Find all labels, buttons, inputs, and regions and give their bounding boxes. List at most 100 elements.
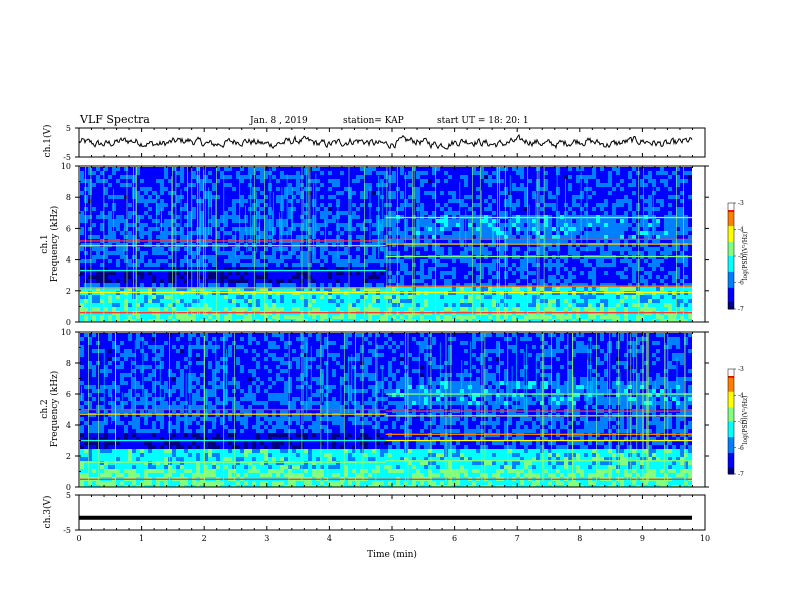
- spectrogram-cell: [436, 287, 440, 291]
- spectrogram-cell: [524, 211, 528, 215]
- spectrogram-cell: [424, 195, 428, 199]
- spectrogram-cell: [280, 303, 284, 307]
- spectrogram-cell: [224, 279, 228, 283]
- spectrogram-cell: [336, 191, 340, 195]
- spectrogram-cell: [264, 231, 268, 235]
- spectrogram-cell: [168, 219, 172, 223]
- spectrogram-cell: [400, 195, 404, 199]
- spectrogram-cell: [568, 267, 572, 271]
- spectrogram-cell: [496, 227, 500, 231]
- spectrogram-cell: [172, 183, 176, 187]
- spectrogram-cell: [100, 255, 104, 259]
- spectrogram-cell: [320, 299, 324, 303]
- spectrogram-cell: [432, 259, 436, 263]
- spectrogram-cell: [196, 295, 200, 299]
- spectrogram-cell: [84, 199, 88, 203]
- spectrogram-cell: [160, 183, 164, 187]
- spectrogram-cell: [436, 227, 440, 231]
- spectrogram-cell: [520, 211, 524, 215]
- spectrogram-cell: [436, 307, 440, 311]
- spectrogram-cell: [568, 251, 572, 255]
- spectrogram-cell: [336, 279, 340, 283]
- spectrogram-cell: [368, 307, 372, 311]
- spectrogram-cell: [132, 219, 136, 223]
- spectrogram-cell: [340, 191, 344, 195]
- spectrogram-cell: [516, 175, 520, 179]
- spectrogram-cell: [496, 287, 500, 291]
- spectrogram-cell: [216, 319, 220, 322]
- spectrogram-cell: [136, 199, 140, 203]
- spectrogram-cell: [124, 175, 128, 179]
- spectrogram-cell: [540, 307, 544, 311]
- spectrogram-cell: [284, 183, 288, 187]
- spectrogram-cell: [276, 315, 280, 319]
- spectrogram-cell: [108, 287, 112, 291]
- spectrogram-cell: [504, 299, 508, 303]
- spectrogram-cell: [492, 243, 496, 247]
- spectrogram-cell: [284, 315, 288, 319]
- spectrogram-cell: [136, 275, 140, 279]
- spectrogram-cell: [400, 211, 404, 215]
- spectrogram-cell: [580, 191, 584, 195]
- spectrogram-cell: [340, 251, 344, 255]
- spectrogram-cell: [432, 211, 436, 215]
- spectrogram-cell: [264, 295, 268, 299]
- spectrogram-cell: [392, 247, 396, 251]
- spectrogram-cell: [476, 231, 480, 235]
- spectrogram-cell: [544, 227, 548, 231]
- spectrogram-cell: [172, 263, 176, 267]
- spectrogram-cell: [204, 223, 208, 227]
- spectrogram-cell: [344, 251, 348, 255]
- spectrogram-cell: [368, 319, 372, 322]
- spectrogram-cell: [152, 211, 156, 215]
- spectrogram-cell: [96, 263, 100, 267]
- spectrogram-cell: [204, 227, 208, 231]
- spectrogram-cell: [152, 183, 156, 187]
- spectrogram-cell: [480, 227, 484, 231]
- spectrogram-cell: [424, 203, 428, 207]
- spectrogram-cell: [232, 287, 236, 291]
- spectrogram-cell: [172, 247, 176, 251]
- spectrogram-cell: [196, 271, 200, 275]
- spectrogram-cell: [304, 231, 308, 235]
- spectrogram-cell: [576, 235, 580, 239]
- spectrogram-cell: [368, 295, 372, 299]
- spectrogram-cell: [504, 275, 508, 279]
- spectrogram-cell: [124, 247, 128, 251]
- spectrogram-cell: [508, 239, 512, 243]
- spectrogram-cell: [184, 191, 188, 195]
- spectrogram-cell: [164, 319, 168, 322]
- spectrogram-cell: [144, 207, 148, 211]
- spectrogram-cell: [496, 299, 500, 303]
- spectrogram-cell: [424, 279, 428, 283]
- spectrogram-cell: [264, 191, 268, 195]
- spectrogram-cell: [128, 219, 132, 223]
- spectrogram-cell: [200, 183, 204, 187]
- spectrogram-cell: [412, 319, 416, 322]
- spectrogram-cell: [508, 167, 512, 171]
- spectrogram-cell: [156, 231, 160, 235]
- spectrogram-cell: [416, 283, 420, 287]
- spectrogram-cell: [520, 271, 524, 275]
- spectrogram-cell: [224, 299, 228, 303]
- spectrogram-cell: [288, 223, 292, 227]
- spectrogram-cell: [120, 251, 124, 255]
- spectrogram-cell: [444, 287, 448, 291]
- spectrogram-cell: [232, 295, 236, 299]
- spectrogram-cell: [568, 227, 572, 231]
- spectrogram-cell: [564, 271, 568, 275]
- spectrogram-cell: [344, 227, 348, 231]
- spectrogram-cell: [468, 175, 472, 179]
- spectrogram-cell: [448, 171, 452, 175]
- spectrogram-cell: [220, 199, 224, 203]
- spectrogram-cell: [400, 179, 404, 183]
- spectrogram-cell: [456, 247, 460, 251]
- spectrogram-cell: [460, 267, 464, 271]
- spectrogram-cell: [176, 295, 180, 299]
- spectrogram-cell: [560, 219, 564, 223]
- spectrogram-cell: [120, 195, 124, 199]
- spectrogram-cell: [408, 227, 412, 231]
- spectrogram-cell: [104, 295, 108, 299]
- spectrogram-cell: [232, 263, 236, 267]
- spectrogram-cell: [360, 227, 364, 231]
